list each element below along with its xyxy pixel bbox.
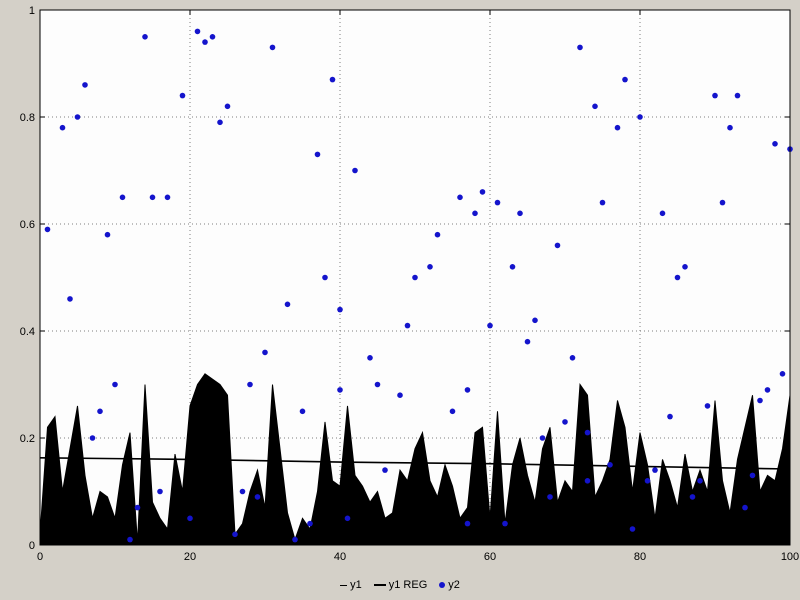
y1-reg-line-sample-icon	[373, 584, 386, 586]
svg-text:0: 0	[37, 551, 43, 563]
svg-text:80: 80	[634, 551, 646, 563]
svg-text:20: 20	[184, 551, 196, 563]
legend-label-y2: y2	[448, 579, 460, 591]
svg-text:100: 100	[781, 551, 799, 563]
plot-canvas: 0 20 40 60 80 100 0 0.2 0.4 0.6 0.8 1	[19, 5, 800, 563]
legend-label-y1-reg: y1 REG	[388, 579, 428, 591]
svg-text:60: 60	[484, 551, 496, 563]
y1-line-sample-icon	[340, 584, 348, 586]
legend-item-y1-reg: y1 REG	[373, 579, 428, 591]
legend-item-y2: y2	[439, 579, 460, 591]
y2-dot-sample-icon	[439, 582, 446, 588]
svg-text:0.8: 0.8	[20, 112, 35, 124]
legend-label-y1: y1	[350, 579, 362, 591]
svg-text:0: 0	[29, 540, 35, 552]
svg-text:40: 40	[334, 551, 346, 563]
svg-text:0.2: 0.2	[20, 433, 35, 445]
legend-item-y1: y1	[340, 579, 362, 591]
svg-text:1: 1	[29, 5, 35, 17]
svg-text:0.6: 0.6	[20, 219, 35, 231]
svg-text:0.4: 0.4	[20, 326, 35, 338]
chart-legend: y1 y1 REG y2	[0, 570, 800, 600]
